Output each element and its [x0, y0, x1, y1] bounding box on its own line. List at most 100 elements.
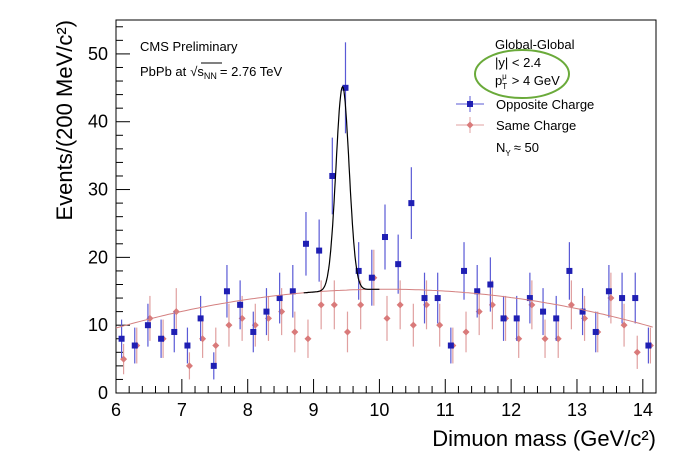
- opposite-charge-series: [118, 42, 652, 380]
- background-fit-curve: [115, 288, 653, 329]
- opposite-charge-point: [632, 295, 639, 302]
- same-charge-point: [317, 301, 325, 309]
- same-charge-point: [541, 335, 549, 343]
- y-tick-label: 20: [88, 247, 108, 267]
- opposite-charge-point: [329, 172, 336, 179]
- signal-fit-curve: [303, 85, 380, 294]
- axis-ticks: [115, 26, 657, 394]
- opposite-charge-point: [342, 84, 349, 91]
- opposite-charge-point: [184, 342, 191, 349]
- opposite-charge-point: [316, 247, 323, 254]
- opposite-charge-point: [645, 342, 652, 349]
- selection-label: Global-Global: [495, 37, 575, 52]
- opposite-charge-point: [355, 267, 362, 274]
- sqrt-symbol: √: [190, 64, 198, 79]
- x-axis-title: Dimuon mass (GeV/c²): [432, 426, 656, 451]
- opposite-charge-point: [210, 362, 217, 369]
- pt-cut-p: p: [495, 73, 502, 88]
- cut-highlight-ellipse: [474, 49, 570, 99]
- plot-frame: [115, 19, 657, 394]
- y-tick-label: 10: [88, 315, 108, 335]
- same-charge-point: [409, 321, 417, 329]
- same-charge-point: [436, 321, 444, 329]
- opposite-charge-point: [382, 234, 388, 241]
- opposite-charge-point: [276, 295, 283, 302]
- y-tick-label: 30: [88, 180, 108, 200]
- opposite-charge-point: [513, 315, 520, 322]
- pt-cut-subscript: T: [502, 82, 507, 91]
- y-tick-label: 40: [88, 112, 108, 132]
- y-axis-title: Events/(200 MeV/c²): [52, 20, 77, 221]
- same-charge-point: [383, 314, 391, 322]
- legend: Opposite Charge Same Charge NΥ ≈ 50: [456, 96, 594, 158]
- upsilon-count-subscript: Υ: [505, 149, 511, 158]
- same-charge-point: [212, 342, 220, 350]
- opposite-charge-point: [447, 342, 454, 349]
- same-charge-point: [330, 301, 338, 309]
- opposite-charge-point: [487, 281, 494, 288]
- opposite-charge-point: [619, 295, 626, 302]
- opposite-charge-point: [223, 288, 230, 295]
- opposite-charge-point: [474, 288, 481, 295]
- opposite-charge-point: [395, 261, 402, 268]
- same-charge-point: [225, 321, 233, 329]
- x-tick-label: 10: [369, 400, 389, 420]
- same-charge-point: [462, 328, 470, 336]
- x-tick-label: 7: [177, 400, 187, 420]
- upsilon-count-value: ≈ 50: [514, 140, 539, 155]
- opposite-charge-point: [197, 315, 204, 322]
- same-charge-point: [343, 328, 351, 336]
- opposite-charge-point: [144, 322, 151, 329]
- upsilon-count-n: N: [496, 140, 505, 155]
- x-tick-label: 8: [243, 400, 253, 420]
- same-charge-point: [633, 348, 641, 356]
- energy-value: = 2.76 TeV: [220, 64, 283, 79]
- x-tick-label: 14: [633, 400, 653, 420]
- opposite-charge-point: [118, 335, 125, 342]
- rapidity-cut: |y| < 2.4: [495, 55, 541, 70]
- same-charge-point: [291, 328, 299, 336]
- opposite-charge-point: [237, 301, 244, 308]
- x-tick-label: 13: [567, 400, 587, 420]
- sqrt-s-letter: s: [197, 64, 204, 79]
- legend-opposite-marker: [467, 101, 473, 107]
- legend-same-marker: [466, 121, 474, 129]
- collision-prefix: PbPb at: [140, 64, 187, 79]
- x-tick-label: 6: [111, 400, 121, 420]
- opposite-charge-point: [171, 328, 178, 335]
- opposite-charge-point: [368, 274, 375, 281]
- pt-cut-superscript: μ: [502, 72, 507, 81]
- legend-opposite-label: Opposite Charge: [496, 97, 594, 112]
- opposite-charge-point: [553, 315, 560, 322]
- same-charge-point: [396, 301, 404, 309]
- same-charge-point: [620, 321, 628, 329]
- axis-tick-labels: 6 7 8 9 10 11 12 13 14 0 10 20 30 40 50: [88, 44, 653, 420]
- opposite-charge-point: [434, 295, 441, 302]
- same-charge-point: [357, 301, 365, 309]
- opposite-charge-point: [158, 335, 165, 342]
- same-charge-point: [304, 335, 312, 343]
- x-tick-label: 12: [501, 400, 521, 420]
- opposite-charge-point: [131, 342, 138, 349]
- cms-preliminary-label: CMS Preliminary: [140, 39, 238, 54]
- opposite-charge-point: [408, 200, 415, 207]
- pt-cut: pTμ > 4 GeV: [495, 72, 560, 91]
- opposite-charge-point: [302, 240, 309, 247]
- same-charge-point: [567, 301, 575, 309]
- x-tick-label: 9: [309, 400, 319, 420]
- collision-label: PbPb at √sNN = 2.76 TeV: [140, 64, 283, 81]
- opposite-charge-point: [289, 288, 296, 295]
- upsilon-count: NΥ ≈ 50: [496, 140, 539, 158]
- pt-cut-value: > 4 GeV: [512, 73, 560, 88]
- y-tick-label: 0: [98, 383, 108, 403]
- y-tick-label: 50: [88, 44, 108, 64]
- opposite-charge-point: [263, 308, 270, 315]
- opposite-charge-point: [605, 288, 612, 295]
- opposite-charge-point: [540, 308, 547, 315]
- opposite-charge-point: [526, 295, 533, 302]
- same-charge-point: [185, 362, 193, 370]
- legend-same-label: Same Charge: [496, 118, 576, 133]
- x-tick-label: 11: [436, 400, 455, 420]
- opposite-charge-point: [500, 315, 507, 322]
